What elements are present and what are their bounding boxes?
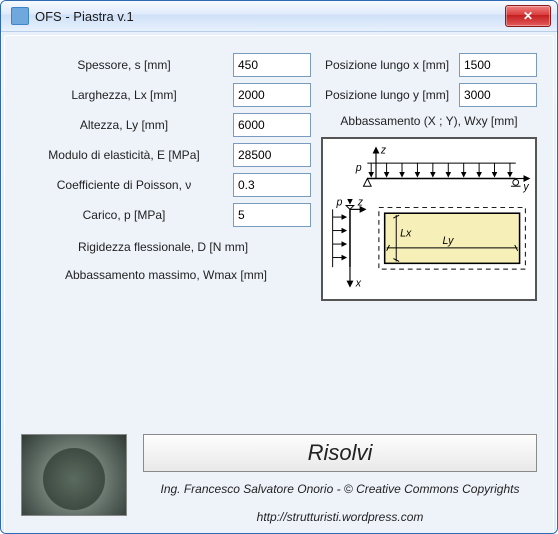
input-posx[interactable] — [459, 53, 537, 77]
input-posy[interactable] — [459, 83, 537, 107]
left-column: Spessore, s [mm] Larghezza, Lx [mm] Alte… — [21, 50, 311, 301]
label-posy: Posizione lungo y [mm] — [321, 88, 459, 102]
right-column: Posizione lungo x [mm] Posizione lungo y… — [321, 50, 537, 301]
label-carico: Carico, p [MPa] — [21, 208, 233, 222]
plate-diagram: z p — [321, 137, 537, 301]
window-title: OFS - Piastra v.1 — [35, 9, 505, 24]
diag-lx: Lx — [400, 227, 412, 239]
label-posx: Posizione lungo x [mm] — [321, 58, 459, 72]
app-icon — [11, 7, 29, 25]
solve-button[interactable]: Risolvi — [143, 434, 537, 472]
label-poisson: Coefficiente di Poisson, ν — [21, 178, 233, 192]
input-poisson[interactable] — [233, 173, 311, 197]
diag-p-top: p — [355, 162, 362, 174]
credit-text: Ing. Francesco Salvatore Onorio - © Crea… — [161, 482, 520, 496]
diag-p-side: p — [335, 197, 342, 209]
label-modulo: Modulo di elasticità, E [MPa] — [21, 148, 233, 162]
bottom-area: Risolvi Ing. Francesco Salvatore Onorio … — [21, 434, 537, 524]
input-spessore[interactable] — [233, 53, 311, 77]
label-wxy: Abbassamento (X ; Y), Wxy [mm] — [321, 114, 537, 129]
input-carico[interactable] — [233, 203, 311, 227]
footer-link[interactable]: http://strutturisti.wordpress.com — [257, 510, 424, 524]
close-button[interactable]: ✕ — [505, 5, 551, 27]
diag-z: z — [380, 144, 387, 156]
diag-x: x — [355, 277, 362, 289]
thumbnail-image — [21, 434, 127, 516]
input-modulo[interactable] — [233, 143, 311, 167]
label-spessore: Spessore, s [mm] — [21, 58, 233, 72]
diag-y: y — [522, 181, 529, 193]
titlebar: OFS - Piastra v.1 ✕ — [1, 1, 557, 32]
label-rigidezza: Rigidezza flessionale, D [N mm] — [21, 240, 311, 254]
diag-z2: z — [357, 197, 364, 209]
input-larghezza[interactable] — [233, 83, 311, 107]
label-larghezza: Larghezza, Lx [mm] — [21, 88, 233, 102]
label-wmax: Abbassamento massimo, Wmax [mm] — [21, 268, 311, 283]
app-window: OFS - Piastra v.1 ✕ Spessore, s [mm] Lar… — [0, 0, 558, 534]
client-area: Spessore, s [mm] Larghezza, Lx [mm] Alte… — [4, 35, 554, 534]
diag-ly: Ly — [442, 235, 454, 247]
close-icon: ✕ — [523, 9, 533, 23]
input-altezza[interactable] — [233, 113, 311, 137]
label-altezza: Altezza, Ly [mm] — [21, 118, 233, 132]
